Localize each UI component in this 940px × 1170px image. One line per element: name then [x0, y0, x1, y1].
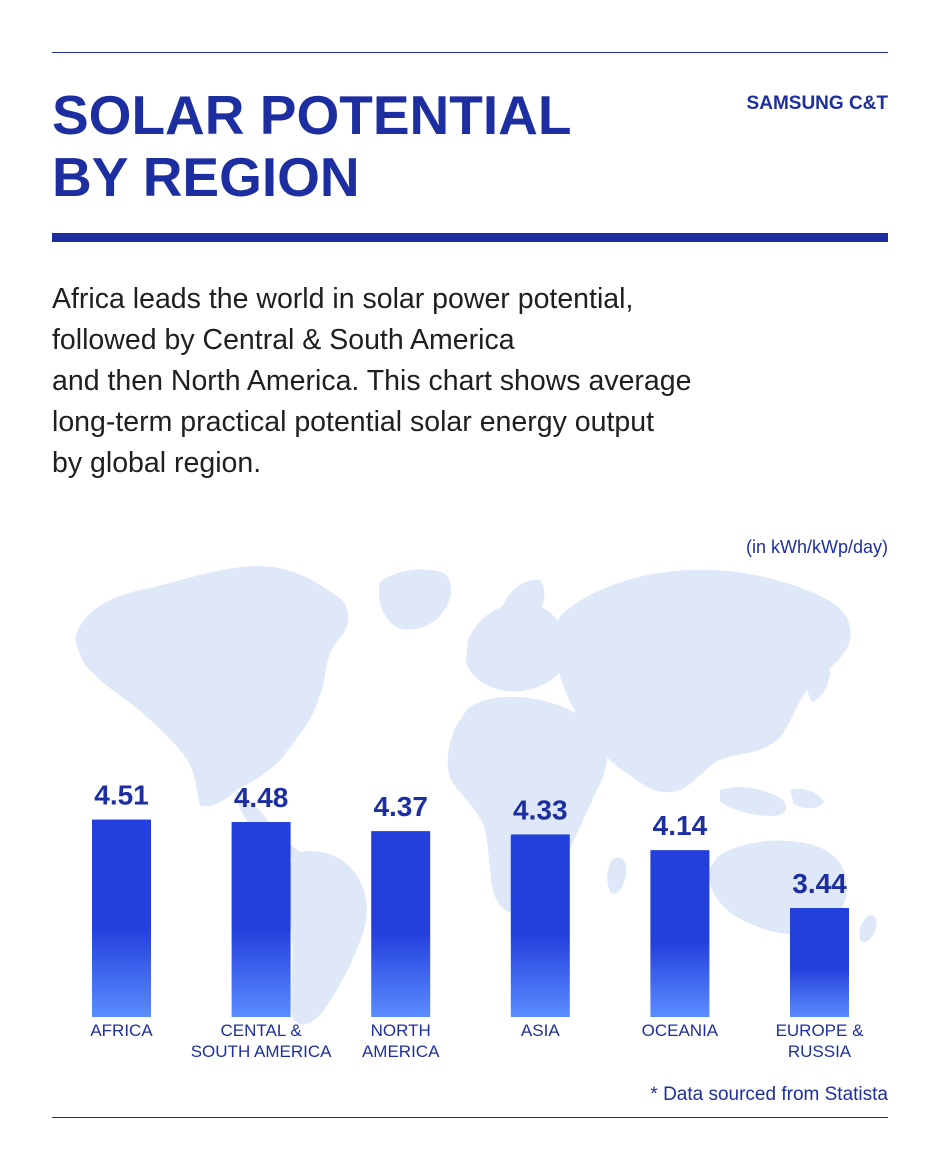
title-underline [52, 233, 888, 242]
description-line: by global region. [52, 447, 262, 479]
description-line: followed by Central & South America [52, 324, 515, 356]
bar-value-label: 4.33 [513, 794, 568, 825]
description: Africa leads the world in solar power po… [52, 279, 872, 484]
brand-logo-text: SAMSUNG C&T [746, 93, 888, 114]
category-label-line: ASIA [521, 1021, 560, 1040]
category-label: NORTH AMERICA [362, 1021, 440, 1061]
bar [92, 819, 151, 1017]
bar [790, 908, 849, 1017]
category-label: EUROPE & RUSSIA [776, 1021, 865, 1061]
bar [650, 850, 710, 1017]
description-line: Africa leads the world in solar power po… [52, 283, 634, 315]
category-label-line: OCEANIA [642, 1021, 719, 1040]
category-label-line: AMERICA [362, 1042, 440, 1061]
bar-value-label: 3.44 [792, 868, 847, 899]
bar-value-label: 4.48 [234, 782, 289, 813]
category-label-line: CENTAL & [220, 1021, 302, 1040]
bar-value-label: 4.37 [373, 791, 428, 822]
title-line-2: BY REGION [52, 146, 360, 208]
bar [510, 834, 570, 1017]
top-divider [52, 52, 888, 53]
category-label: ASIA [521, 1021, 560, 1040]
description-line: long-term practical potential solar ener… [52, 406, 654, 438]
unit-label: (in kWh/kWp/day) [745, 537, 888, 557]
category-label-line: RUSSIA [788, 1042, 852, 1061]
bar [371, 831, 431, 1017]
world-map-background [75, 565, 877, 1025]
category-label-line: EUROPE & [776, 1021, 865, 1040]
bar-value-label: 4.51 [94, 780, 149, 811]
category-label-line: SOUTH AMERICA [191, 1042, 332, 1061]
bar [231, 822, 291, 1017]
category-label: CENTAL & SOUTH AMERICA [191, 1021, 332, 1061]
category-label: OCEANIA [642, 1021, 719, 1040]
data-source-footnote: * Data sourced from Statista [650, 1084, 888, 1105]
title-line-1: SOLAR POTENTIAL [52, 84, 572, 146]
bar-value-label: 4.14 [653, 810, 708, 841]
category-label: AFRICA [90, 1021, 153, 1040]
page-title: SOLAR POTENTIAL BY REGION [52, 84, 672, 208]
category-label-line: AFRICA [90, 1021, 153, 1040]
bottom-divider [52, 1117, 888, 1118]
category-label-line: NORTH [371, 1021, 431, 1040]
description-line: and then North America. This chart shows… [52, 365, 692, 397]
